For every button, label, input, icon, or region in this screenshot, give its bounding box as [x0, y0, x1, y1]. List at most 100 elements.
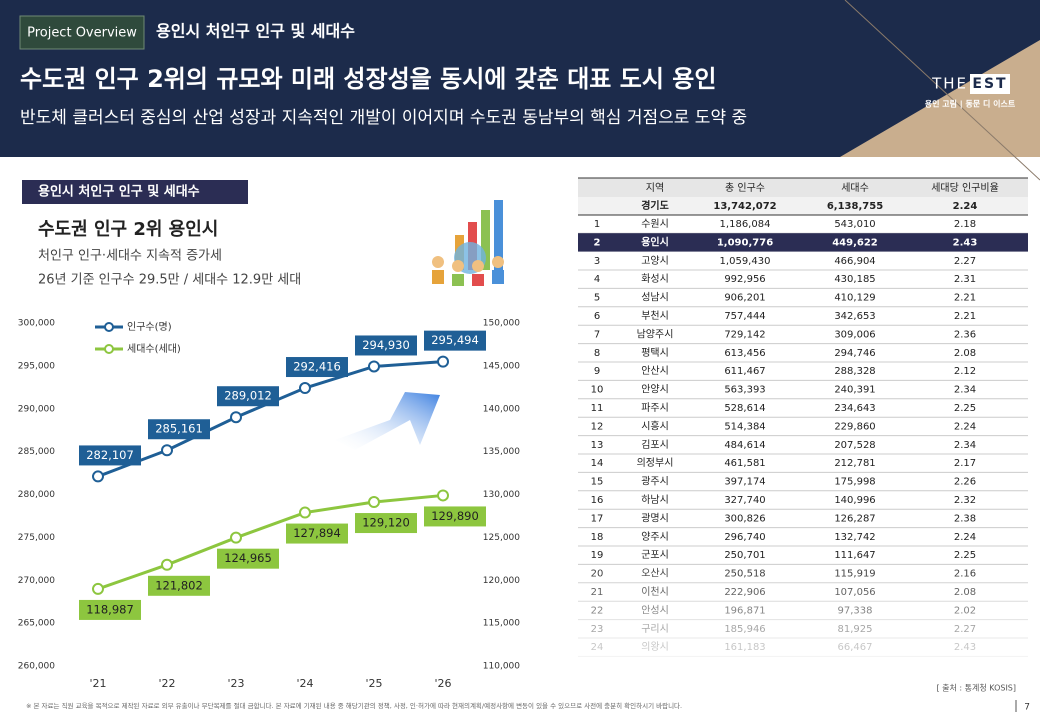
data-label: 118,987 — [86, 602, 134, 616]
table-cell: 11 — [591, 403, 604, 414]
total-cell: 6,138,755 — [827, 201, 883, 212]
table-cell: 514,384 — [724, 421, 765, 432]
table-cell: 의왕시 — [641, 641, 669, 653]
data-label: 294,930 — [362, 338, 410, 352]
table-cell: 2.18 — [954, 219, 976, 230]
icon — [432, 200, 504, 286]
table-cell: 2.24 — [954, 532, 976, 543]
series-line — [97, 493, 444, 591]
y2-tick-label: 110,000 — [483, 662, 520, 672]
table-cell: 196,871 — [724, 605, 765, 616]
legend-label: 인구수(명) — [127, 321, 172, 333]
table-cell: 파주시 — [641, 402, 669, 414]
table-cell: 126,287 — [834, 513, 875, 524]
x-tick-label: '24 — [296, 677, 313, 690]
table-cell: 9 — [594, 366, 600, 377]
table-cell: 461,581 — [724, 458, 765, 469]
main-title: 수도권 인구 2위의 규모와 미래 성장성을 동시에 갖춘 대표 도시 용인 — [20, 65, 716, 93]
label-box — [148, 419, 210, 440]
y2-tick-label: 145,000 — [483, 361, 520, 371]
point — [92, 582, 104, 595]
label-box — [355, 513, 417, 534]
table-cell: 18 — [591, 532, 604, 543]
panel-line: 처인구 인구·세대수 지속적 증가세 — [38, 249, 222, 264]
table-cell: 2.17 — [954, 458, 976, 469]
legend-marker — [104, 344, 114, 354]
point — [161, 444, 173, 457]
table-cell: 2.27 — [954, 256, 976, 267]
table-cell: 2.43 — [954, 642, 976, 653]
table-cell: 용인시 — [641, 235, 669, 248]
table-cell: 229,860 — [834, 421, 875, 432]
y-tick-label: 285,000 — [18, 447, 55, 457]
data-label: 285,161 — [155, 422, 203, 436]
table-cell: 410,129 — [834, 293, 875, 304]
point — [299, 382, 311, 395]
table-cell: 906,201 — [724, 293, 765, 304]
table-cell: 484,614 — [724, 440, 765, 451]
data-label: 124,965 — [224, 551, 272, 565]
table-cell: 13 — [591, 440, 604, 451]
table-cell: 175,998 — [834, 477, 875, 488]
table-cell: 66,467 — [838, 642, 873, 653]
table-cell: 2.08 — [954, 348, 976, 359]
column-header: 세대수 — [841, 182, 869, 194]
table-cell: 군포시 — [641, 549, 669, 561]
table-cell: 2.43 — [953, 237, 978, 248]
tag-box — [19, 15, 145, 50]
table-cell: 2.26 — [954, 477, 976, 488]
table-cell: 양주시 — [641, 531, 669, 543]
table-cell: 250,701 — [724, 550, 765, 561]
section-title: 용인시 처인구 인구 및 세대수 — [156, 22, 355, 41]
data-label: 292,416 — [293, 360, 341, 374]
table-cell: 안산시 — [641, 365, 669, 377]
subtitle: 반도체 클러스터 중심의 산업 성장과 지속적인 개발이 이어지며 수도권 동남… — [20, 108, 747, 128]
table-cell: 2.08 — [954, 587, 976, 598]
data-label: 121,802 — [155, 578, 203, 592]
column-header: 지역 — [646, 182, 664, 194]
table-cell: 화성시 — [641, 273, 669, 285]
arrow-deco — [335, 392, 440, 450]
table-cell: 고양시 — [641, 255, 669, 267]
logo-box — [970, 74, 1010, 94]
table-cell: 의정부시 — [637, 457, 674, 469]
table-cell: 16 — [591, 495, 604, 506]
x-tick-label: '21 — [89, 677, 106, 690]
table-cell: 613,456 — [724, 348, 765, 359]
y2-tick-label: 115,000 — [483, 619, 520, 629]
label-box — [79, 445, 141, 466]
table-cell: 327,740 — [724, 495, 765, 506]
panel-line: 26년 기준 인구수 29.5만 / 세대수 12.9만 세대 — [38, 273, 301, 288]
table-cell: 평택시 — [641, 347, 669, 359]
point — [299, 506, 311, 519]
table-cell: 397,174 — [724, 477, 765, 488]
data-label: 129,120 — [362, 516, 410, 530]
data-label: 127,894 — [293, 526, 341, 540]
y-tick-label: 295,000 — [18, 361, 55, 371]
table-cell: 430,185 — [834, 274, 875, 285]
point — [230, 531, 242, 544]
header-bg — [0, 0, 1040, 157]
table-cell: 10 — [591, 385, 604, 396]
table-cell: 115,919 — [834, 569, 875, 580]
table-cell: 17 — [591, 513, 604, 524]
table-cell: 207,528 — [834, 440, 875, 451]
table-cell: 2.25 — [954, 403, 976, 414]
table-cell: 466,904 — [834, 256, 875, 267]
table-cell: 하남시 — [641, 493, 669, 506]
table-cell: 15 — [591, 477, 604, 488]
footnote: ※ 본 자료는 직원 교육을 목적으로 제작된 자료로 외부 유출이나 무단복제… — [26, 701, 682, 710]
table-cell: 1,090,776 — [717, 237, 773, 248]
y2-tick-label: 150,000 — [483, 319, 520, 329]
table-header-bg — [578, 178, 1028, 197]
table-cell: 남양주시 — [637, 328, 674, 340]
table-cell: 111,647 — [834, 550, 875, 561]
table-cell: 8 — [594, 348, 600, 359]
logo-sub: 용인 고림 | 동문 디 이스트 — [925, 99, 1016, 109]
logo-est: EST — [972, 76, 1007, 92]
table-cell: 이천시 — [641, 586, 669, 598]
table-cell: 107,056 — [834, 587, 875, 598]
